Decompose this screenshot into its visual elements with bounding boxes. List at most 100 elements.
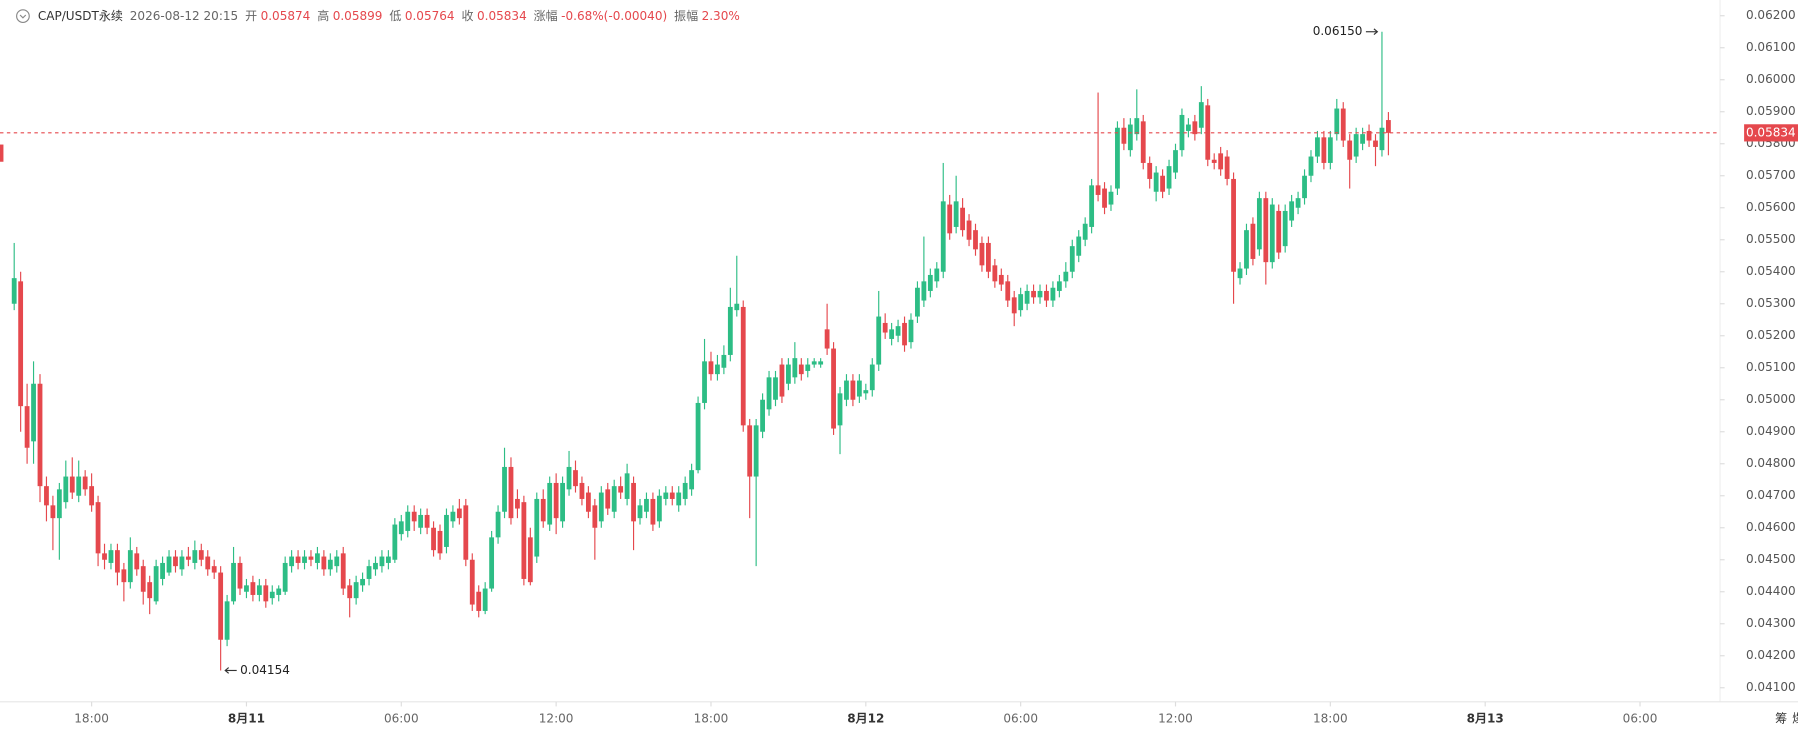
field-value: 0.05874 <box>261 9 311 23</box>
candle-body <box>837 393 843 426</box>
y-tick-label: 0.05700 <box>1746 168 1796 182</box>
candle-body <box>37 383 43 487</box>
candle-body <box>1185 124 1191 131</box>
candle-body <box>334 556 340 567</box>
candle-body <box>805 364 811 371</box>
candle-body <box>1321 137 1327 163</box>
candle-body <box>231 562 236 602</box>
candle-body <box>650 498 656 525</box>
x-tick-label: 06:00 <box>1623 712 1658 726</box>
candle-body <box>785 364 791 384</box>
candle-body <box>515 498 520 509</box>
candle-body <box>1089 185 1095 227</box>
candle-body <box>250 582 256 595</box>
candle-body <box>702 361 707 403</box>
y-tick-label: 0.06200 <box>1746 8 1796 22</box>
candle-body <box>1256 198 1262 250</box>
candle-body <box>721 354 727 368</box>
candle-body <box>992 265 998 282</box>
field-label: 收 <box>461 9 473 23</box>
x-tick-label: 18:00 <box>1313 712 1348 726</box>
candle-body <box>831 348 836 429</box>
candle-body <box>289 556 295 567</box>
candle-body <box>1211 159 1217 163</box>
y-tick-label: 0.04400 <box>1746 584 1796 598</box>
candle-body <box>592 505 598 528</box>
candle-body <box>521 502 527 579</box>
candle-body <box>463 505 469 560</box>
candle-body <box>1160 175 1166 192</box>
y-tick-label: 0.05100 <box>1746 360 1796 374</box>
candle-body <box>173 556 178 567</box>
candle-body <box>947 204 953 234</box>
candle-body <box>979 242 985 266</box>
candle-body <box>1069 246 1075 272</box>
candle-body <box>308 556 314 560</box>
candle-body <box>560 482 565 522</box>
candle-body <box>605 489 611 509</box>
candle-body <box>1192 121 1198 135</box>
candle-body <box>895 326 901 336</box>
corner-label[interactable]: 筹 <box>1775 712 1787 726</box>
candle-body <box>811 361 817 365</box>
candle-body <box>1269 204 1275 263</box>
candle-body <box>1115 127 1120 189</box>
candle-body <box>1018 294 1024 311</box>
field-label: 开 <box>245 9 257 23</box>
candle-body <box>715 364 720 375</box>
candle-body <box>211 566 217 573</box>
candle-body <box>689 470 695 490</box>
collapse-icon[interactable] <box>16 9 30 23</box>
field-value: 0.05834 <box>477 9 527 23</box>
candle-body <box>753 425 759 477</box>
candle-body <box>882 322 888 333</box>
candle-body <box>108 550 114 563</box>
candle-body <box>347 585 353 599</box>
candle-body <box>1037 290 1043 298</box>
candle-body <box>1327 137 1333 163</box>
candle-body <box>89 486 95 506</box>
corner-label[interactable]: 爆 <box>1792 712 1798 726</box>
candle-body <box>115 550 120 573</box>
candle-body <box>798 364 804 375</box>
candle-body <box>598 492 604 522</box>
candle-body <box>1379 127 1385 151</box>
candle-body <box>773 377 778 400</box>
candle-body <box>502 466 507 512</box>
field-value: -0.68%(-0.00040) <box>561 9 667 23</box>
candle-body <box>476 591 482 611</box>
candle-body <box>579 482 585 499</box>
candle-body <box>973 230 978 250</box>
candle-body <box>11 278 17 304</box>
candle-body <box>779 364 785 397</box>
candle-body <box>1198 102 1204 128</box>
candle-body <box>534 498 540 557</box>
candle-body <box>160 562 165 579</box>
candle-body <box>1385 120 1391 133</box>
candle-body <box>1082 223 1088 240</box>
candle-body <box>179 556 185 570</box>
candle-body <box>1282 210 1288 247</box>
x-tick-label: 8月11 <box>228 712 265 726</box>
candle-body <box>276 588 282 595</box>
candle-body <box>1044 290 1049 301</box>
field-label: 低 <box>389 9 401 23</box>
y-tick-label: 0.04700 <box>1746 488 1796 502</box>
candle-body <box>1218 153 1224 170</box>
candle-body <box>411 511 417 522</box>
candle-body <box>82 476 88 490</box>
candle-body <box>1134 118 1140 135</box>
candle-body <box>256 585 262 595</box>
candle-body <box>76 476 82 496</box>
x-tick-label: 12:00 <box>539 712 574 726</box>
candle-body <box>618 486 624 493</box>
candle-body <box>282 562 288 592</box>
candle-body <box>824 329 830 349</box>
candle-body <box>244 585 249 592</box>
candle-body <box>50 505 56 519</box>
y-tick-label: 0.06000 <box>1746 72 1796 86</box>
candle-body <box>669 492 675 499</box>
min-arrow <box>224 667 230 674</box>
candle-body <box>444 514 449 547</box>
symbol: CAP/USDT永续 <box>38 9 123 23</box>
